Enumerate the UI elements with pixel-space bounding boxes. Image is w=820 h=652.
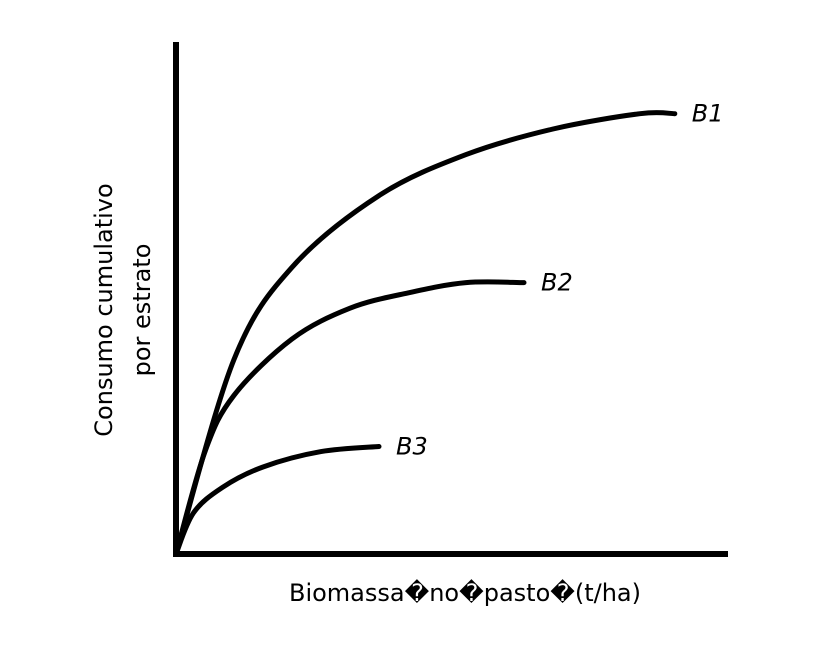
y-axis-title-line-1: Consumo cumulativo: [90, 183, 118, 436]
series-label-b1: B1: [692, 100, 724, 128]
y-axis-title: Consumo cumulativo por estrato: [90, 183, 156, 436]
y-axis-title-line-2: por estrato: [128, 244, 156, 377]
series-labels-group: B1 B2 B3: [396, 100, 724, 461]
series-line-b3: [173, 444, 382, 557]
x-axis-title: Biomassa�no�pasto�(t/ha): [289, 579, 641, 607]
series-line-b2: [173, 279, 527, 557]
series-label-b3: B3: [396, 433, 428, 461]
series-label-b2: B2: [541, 269, 573, 297]
series-line-b1: [173, 110, 678, 557]
curves-group: [173, 110, 678, 557]
